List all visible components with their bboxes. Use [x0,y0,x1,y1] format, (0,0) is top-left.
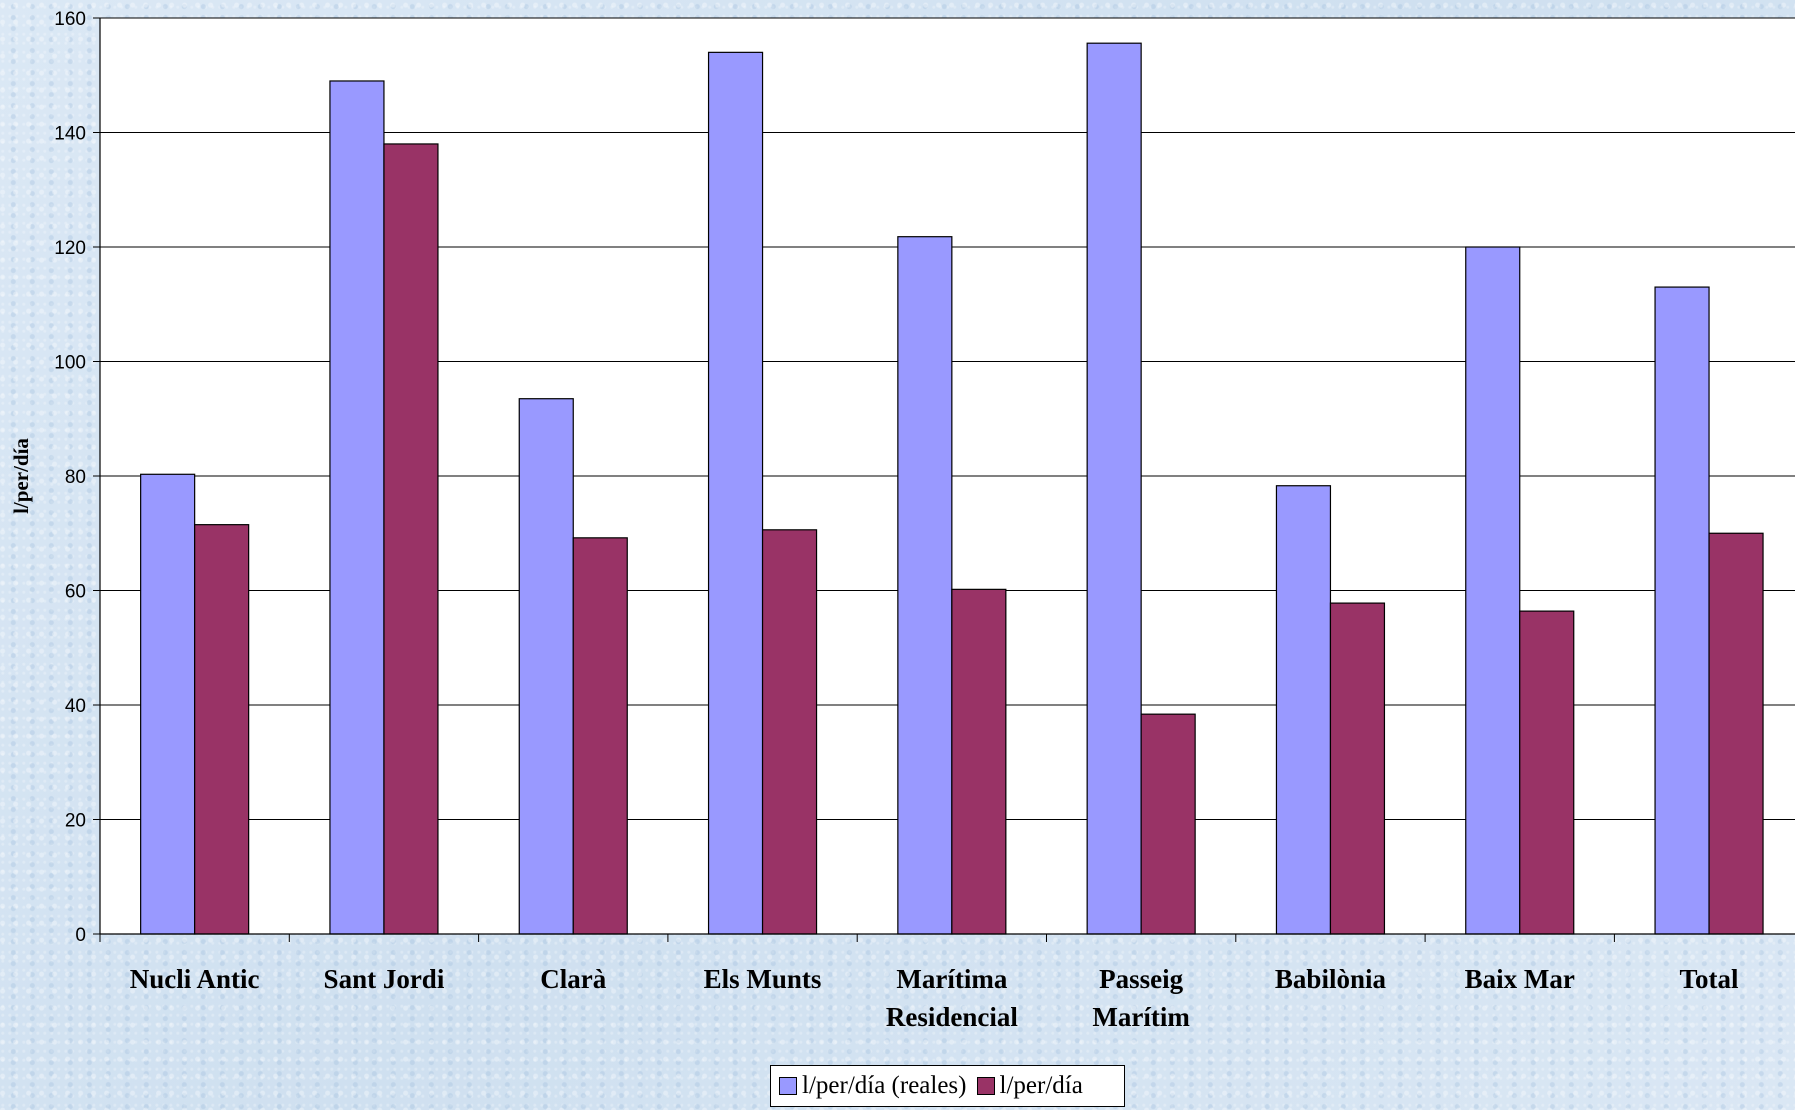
y-tick-label: 140 [54,124,86,145]
bars [140,42,1764,935]
labels: 0 20 40 60 80 100 120 140 160 Nucli Antic Sant Jor… [54,9,1739,1032]
bar-lperdia-0 [194,524,250,935]
bar-reales-3 [707,51,764,935]
legend-label-reales: l/per/día (reales) [802,1072,967,1099]
bar-lperdia-1 [383,143,439,935]
legend-swatch-reales [779,1077,797,1095]
x-tick-label: Total [1680,964,1740,994]
bar-reales-6 [1275,485,1332,935]
y-tick-label: 20 [65,811,86,832]
x-tick-label: Els Munts [704,964,822,994]
x-tick-label: Nucli Antic [130,964,260,994]
bar-reales-0 [140,473,196,935]
x-tick-label: Clarà [540,964,606,994]
legend: l/per/día (reales) l/per/día [770,1065,1125,1107]
bar-lperdia-6 [1329,602,1386,935]
legend-label-lperdia: l/per/día [999,1072,1083,1099]
bar-lperdia-8 [1708,532,1764,935]
x-tick-label: Baix Mar [1465,964,1575,994]
bar-reales-7 [1465,246,1521,935]
y-tick-label: 40 [65,696,86,717]
y-axis-label: l/per/día [9,438,33,514]
x-tick-label: Sant Jordi [324,964,445,994]
bar-lperdia-7 [1519,610,1575,935]
bar-lperdia-4 [951,588,1007,935]
y-tick-label: 120 [54,238,86,259]
bar-lperdia-3 [761,529,818,935]
axes [93,17,1795,942]
y-tick-label: 0 [75,925,86,946]
y-tick-label: 100 [54,353,86,374]
bar-reales-2 [518,398,574,935]
bar-lperdia-5 [1140,713,1196,935]
legend-swatch-lperdia [976,1077,995,1095]
bar-chart: 0 20 40 60 80 100 120 140 160 Nucli Antic Sant Jor… [9,9,1795,1032]
y-tick-label: 160 [54,9,86,30]
bar-reales-4 [897,236,953,935]
x-tick-label: Babilònia [1275,964,1387,994]
y-tick-label: 80 [65,467,86,488]
x-tick-label: Marítima Residencial [886,964,1018,1032]
y-tick-label: 60 [65,582,86,603]
legend-item-lperdia: l/per/día [976,1072,1083,1100]
bar-lperdia-2 [572,537,628,935]
bar-reales-1 [329,80,385,935]
bar-reales-5 [1086,42,1142,935]
legend-item-reales: l/per/día (reales) [779,1072,967,1100]
x-tick-label: Passeig Marítim [1092,964,1190,1032]
bar-reales-8 [1654,286,1710,935]
